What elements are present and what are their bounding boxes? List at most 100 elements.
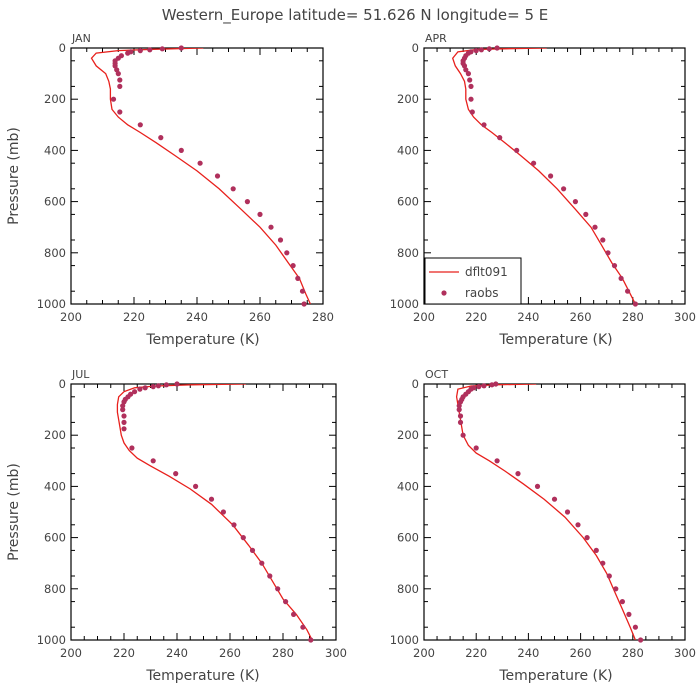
plot-frame — [70, 47, 324, 305]
y-tick-label: 800 — [44, 582, 66, 596]
obs-point — [308, 637, 314, 643]
obs-point — [155, 383, 161, 389]
obs-point — [142, 385, 148, 391]
x-tick-label: 240 — [186, 310, 208, 324]
legend-model-label: dflt091 — [465, 265, 508, 279]
obs-point — [283, 599, 289, 605]
y-tick-label: 400 — [397, 143, 419, 157]
obs-point — [193, 483, 199, 489]
x-tick-label: 280 — [312, 310, 334, 324]
model-profile-line — [455, 384, 637, 640]
y-axis-label: Pressure (mb) — [6, 127, 22, 225]
obs-point — [259, 560, 265, 566]
obs-point — [208, 496, 215, 502]
obs-point — [291, 611, 297, 618]
model-profile-line — [116, 384, 313, 640]
x-tick-label: 280 — [272, 646, 294, 660]
obs-point — [115, 71, 121, 77]
obs-point — [632, 301, 639, 307]
obs-point — [600, 560, 606, 566]
obs-point — [220, 509, 226, 515]
y-tick-label: 1000 — [390, 297, 419, 311]
obs-point — [476, 384, 482, 390]
obs-point — [489, 382, 495, 388]
x-tick-label: 260 — [219, 646, 241, 660]
x-axis-label: Temperature (K) — [145, 668, 259, 684]
obs-point — [275, 586, 281, 592]
obs-point — [301, 301, 307, 307]
y-tick-label: 1000 — [37, 297, 66, 311]
obs-point — [240, 535, 246, 541]
obs-point — [561, 186, 567, 192]
x-tick-label: 220 — [113, 646, 135, 660]
y-tick-label: 0 — [412, 41, 419, 55]
x-tick-label: 240 — [166, 646, 188, 660]
panel-label: OCT — [425, 368, 448, 381]
obs-point — [551, 496, 558, 502]
x-tick-label: 260 — [570, 310, 592, 324]
obs-point — [619, 599, 626, 605]
obs-point — [606, 573, 612, 579]
obs-point — [613, 586, 619, 592]
obs-point — [493, 381, 499, 387]
y-tick-label: 400 — [397, 479, 419, 493]
obs-point — [618, 275, 624, 281]
obs-point — [638, 637, 644, 643]
obs-point — [625, 288, 631, 294]
y-tick-label: 400 — [44, 479, 66, 493]
obs-point — [468, 83, 474, 89]
obs-point — [593, 547, 599, 554]
obs-point — [158, 135, 164, 141]
obs-point — [584, 535, 590, 541]
y-tick-label: 200 — [397, 428, 419, 442]
y-tick-label: 1000 — [37, 633, 66, 647]
obs-point — [121, 426, 127, 432]
y-tick-label: 400 — [44, 143, 66, 157]
obs-point — [132, 389, 138, 395]
obs-point — [632, 624, 639, 630]
obs-point — [494, 45, 500, 51]
x-tick-label: 220 — [123, 310, 145, 324]
x-tick-label: 240 — [517, 646, 539, 660]
obs-point — [120, 407, 126, 413]
x-tick-label: 260 — [570, 646, 592, 660]
obs-point — [163, 382, 169, 388]
model-profile-line — [451, 48, 636, 304]
obs-point — [457, 413, 464, 419]
panel-label: JUL — [71, 368, 90, 381]
obs-point — [150, 458, 156, 464]
obs-point — [121, 419, 127, 425]
obs-point — [299, 288, 306, 294]
obs-point — [178, 147, 184, 153]
obs-point — [548, 173, 554, 179]
obs-point — [290, 263, 296, 269]
x-tick-label: 200 — [413, 646, 435, 660]
obs-point — [137, 122, 143, 128]
obs-point — [497, 135, 503, 141]
x-tick-label: 240 — [517, 310, 539, 324]
obs-point — [197, 160, 203, 166]
x-tick-label: 300 — [325, 646, 347, 660]
x-tick-label: 280 — [622, 310, 644, 324]
obs-point — [110, 96, 117, 102]
obs-point — [486, 46, 492, 52]
x-tick-label: 220 — [465, 646, 487, 660]
obs-point — [473, 445, 479, 451]
x-axis-label: Temperature (K) — [498, 332, 612, 348]
x-tick-label: 200 — [60, 310, 82, 324]
x-tick-label: 220 — [465, 310, 487, 324]
obs-point — [457, 419, 464, 425]
obs-point — [231, 522, 237, 528]
y-tick-label: 0 — [59, 377, 66, 391]
obs-point — [514, 147, 520, 153]
model-profile-line — [90, 48, 311, 304]
x-axis-label: Temperature (K) — [145, 332, 259, 348]
y-tick-label: 200 — [44, 428, 66, 442]
obs-point — [456, 407, 462, 413]
obs-point — [112, 63, 118, 69]
obs-point — [267, 573, 273, 579]
legend-obs-label: raobs — [465, 286, 499, 300]
obs-point — [284, 250, 290, 256]
x-tick-label: 280 — [622, 646, 644, 660]
